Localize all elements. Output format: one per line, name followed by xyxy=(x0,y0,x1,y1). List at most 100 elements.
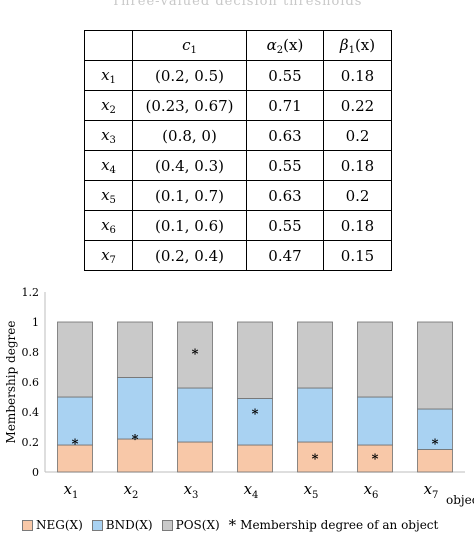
bar-segment-bndx xyxy=(57,396,93,446)
alpha-cell: 0.47 xyxy=(246,240,324,271)
beta-cell: 0.2 xyxy=(323,120,392,151)
y-tick-label: 1.2 xyxy=(22,286,40,299)
alpha-cell: 0.55 xyxy=(246,150,324,181)
table-row: x1 (0.2, 0.5) 0.55 0.18 xyxy=(84,60,392,91)
bar-segment-posx xyxy=(417,321,453,410)
x-tick-label: x5 xyxy=(304,480,319,501)
y-tick-label: 0 xyxy=(32,466,39,479)
bar-segment-bndx xyxy=(357,396,393,446)
bars xyxy=(57,321,453,473)
legend-label-marker: Membership degree of an object xyxy=(240,518,439,532)
legend-item-pos: POS(X) xyxy=(161,518,220,532)
c1-cell: (0.2, 0.5) xyxy=(132,60,247,91)
alpha-cell: 0.63 xyxy=(246,120,324,151)
table-row: x4 (0.4, 0.3) 0.55 0.18 xyxy=(84,150,392,181)
bar-segment-bndx xyxy=(117,377,153,440)
beta-cell: 0.22 xyxy=(323,90,392,121)
x-tick-label: x4 xyxy=(244,480,259,501)
c1-cell: (0.1, 0.6) xyxy=(132,210,247,241)
header-beta: β1(x) xyxy=(323,30,392,61)
membership-marker: * xyxy=(252,407,259,422)
bar-segment-bndx xyxy=(417,408,453,450)
legend-item-bnd: BND(X) xyxy=(91,518,153,532)
membership-marker: * xyxy=(192,347,199,362)
bar-segment-negx xyxy=(357,444,393,473)
y-axis-label: Membership degree xyxy=(4,321,18,444)
header-alpha: α2(x) xyxy=(246,30,324,61)
y-tick-label: 0.2 xyxy=(22,436,40,449)
table-row: x7 (0.2, 0.4) 0.47 0.15 xyxy=(84,240,392,271)
bar-segment-posx xyxy=(297,321,333,389)
legend-item-neg: NEG(X) xyxy=(22,518,83,532)
legend-swatch-pos xyxy=(161,519,173,531)
object-cell: x6 xyxy=(84,210,133,241)
bar-segment-posx xyxy=(117,321,153,378)
bar-segment-bndx xyxy=(237,398,273,446)
c1-cell: (0.8, 0) xyxy=(132,120,247,151)
y-tick-label: 1 xyxy=(32,316,39,329)
alpha-cell: 0.55 xyxy=(246,60,324,91)
stacked-bar-chart: 0 0.2 0.4 0.6 0.8 1 1.2 * * * * * * * x1 x2 x3 x4 x5 x6 x7… xyxy=(4,286,474,507)
alpha-cell: 0.71 xyxy=(246,90,324,121)
object-cell: x5 xyxy=(84,180,133,211)
beta-cell: 0.2 xyxy=(323,180,392,211)
bar-segment-negx xyxy=(417,449,453,473)
bar-segment-posx xyxy=(57,321,93,398)
membership-marker: * xyxy=(72,437,79,452)
beta-cell: 0.18 xyxy=(323,60,392,91)
table-row: x5 (0.1, 0.7) 0.63 0.2 xyxy=(84,180,392,211)
x-tick-label: x6 xyxy=(364,480,379,501)
header-c1: c1 xyxy=(132,30,247,61)
bar-segment-negx xyxy=(177,441,213,473)
thresholds-table: c1 α2(x) β1(x) x1 (0.2, 0.5) 0.55 0.18 x… xyxy=(84,30,392,271)
x-tick-label: x2 xyxy=(124,480,139,501)
table-row: x6 (0.1, 0.6) 0.55 0.18 xyxy=(84,210,392,241)
bar-segment-bndx xyxy=(297,387,333,443)
bar-segment-posx xyxy=(177,321,213,389)
beta-cell: 0.18 xyxy=(323,210,392,241)
header-empty-cell xyxy=(84,30,133,61)
x-axis-label: object xyxy=(446,493,474,507)
table-section: Three-valued decision thresholds c1 α2(x… xyxy=(0,0,474,271)
legend: NEG(X) BND(X) POS(X) * Membership degree… xyxy=(22,516,447,534)
y-tick-label: 0.8 xyxy=(22,346,40,359)
legend-item-marker: * Membership degree of an object xyxy=(228,516,439,534)
table-row: x3 (0.8, 0) 0.63 0.2 xyxy=(84,120,392,151)
asterisk-icon: * xyxy=(228,516,237,534)
c1-cell: (0.1, 0.7) xyxy=(132,180,247,211)
object-cell: x4 xyxy=(84,150,133,181)
membership-marker: * xyxy=(132,433,139,448)
object-cell: x7 xyxy=(84,240,133,271)
c1-cell: (0.4, 0.3) xyxy=(132,150,247,181)
c1-cell: (0.2, 0.4) xyxy=(132,240,247,271)
table-header-row: c1 α2(x) β1(x) xyxy=(84,30,392,61)
legend-swatch-bnd xyxy=(91,519,103,531)
x-tick-labels: x1 x2 x3 x4 x5 x6 x7 xyxy=(64,480,439,501)
x-tick-label: x3 xyxy=(184,480,199,501)
y-tick-labels: 0 0.2 0.4 0.6 0.8 1 1.2 xyxy=(22,286,40,479)
c1-cell: (0.23, 0.67) xyxy=(132,90,247,121)
alpha-cell: 0.55 xyxy=(246,210,324,241)
legend-label-bnd: BND(X) xyxy=(105,518,153,532)
beta-cell: 0.18 xyxy=(323,150,392,181)
y-tick-label: 0.4 xyxy=(22,406,40,419)
bar-segment-negx xyxy=(117,438,153,473)
legend-label-pos: POS(X) xyxy=(175,518,220,532)
table-caption: Three-valued decision thresholds xyxy=(111,0,363,9)
bar-segment-bndx xyxy=(177,387,213,443)
bar-segment-negx xyxy=(237,444,273,473)
beta-cell: 0.15 xyxy=(323,240,392,271)
membership-markers: * * * * * * * xyxy=(72,347,439,467)
legend-swatch-neg xyxy=(22,519,33,531)
object-cell: x3 xyxy=(84,120,133,151)
bar-segment-posx xyxy=(357,321,393,398)
alpha-cell: 0.63 xyxy=(246,180,324,211)
object-cell: x2 xyxy=(84,90,133,121)
x-tick-label: x7 xyxy=(424,480,439,501)
membership-marker: * xyxy=(372,452,379,467)
membership-marker: * xyxy=(312,452,319,467)
object-cell: x1 xyxy=(84,60,133,91)
x-tick-label: x1 xyxy=(64,480,79,501)
legend-label-neg: NEG(X) xyxy=(36,518,83,532)
membership-marker: * xyxy=(432,437,439,452)
